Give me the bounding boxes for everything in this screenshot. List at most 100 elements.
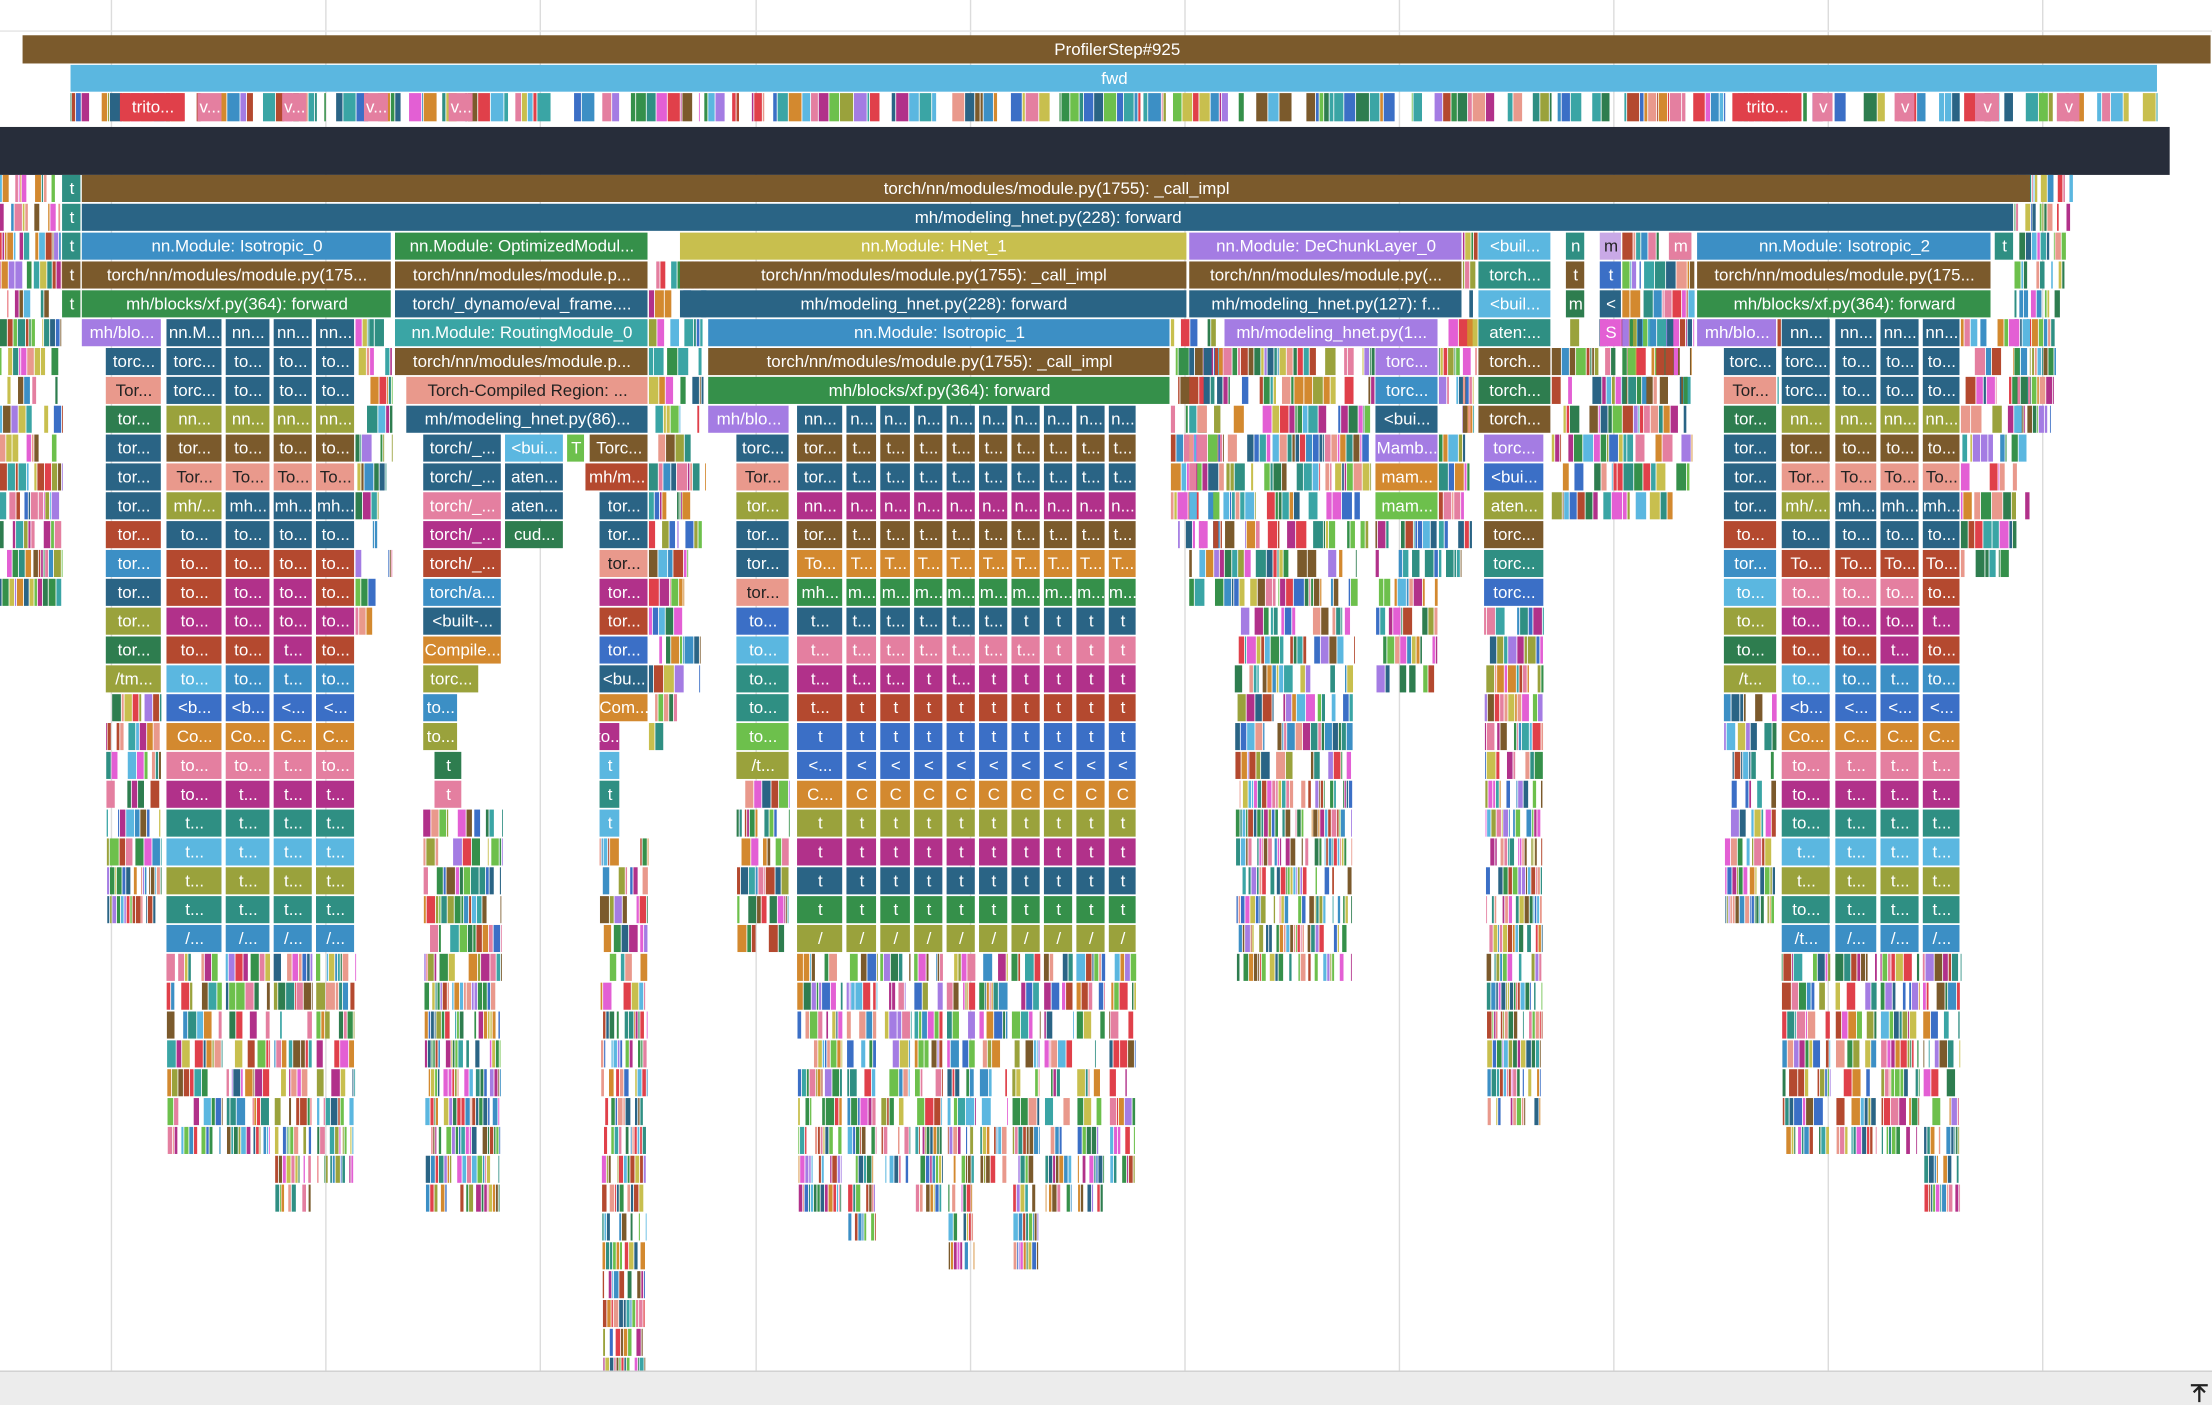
slice-box[interactable] xyxy=(1043,521,1073,549)
slice-box[interactable] xyxy=(946,694,975,722)
slice[interactable]: to... xyxy=(225,751,270,779)
slice-label[interactable]: to... xyxy=(181,583,209,602)
slice-box[interactable] xyxy=(979,867,1008,895)
slice-label[interactable]: t... xyxy=(811,669,830,688)
slice-box[interactable] xyxy=(1108,405,1136,433)
slice-label[interactable]: torch/nn/modules/module.py(175... xyxy=(1714,266,1974,285)
slice-label[interactable]: torc... xyxy=(1785,352,1827,371)
slice-label[interactable]: t xyxy=(1056,669,1061,688)
slice-label[interactable]: t xyxy=(893,698,898,717)
slice-box[interactable] xyxy=(736,492,789,520)
slice-label[interactable]: < xyxy=(1054,756,1064,775)
slice[interactable]: torch/nn/modules/module.p... xyxy=(395,348,648,376)
slice[interactable]: < xyxy=(914,751,943,779)
slice-box[interactable] xyxy=(880,549,910,578)
slice[interactable]: t xyxy=(1076,636,1105,664)
slice[interactable]: t... xyxy=(273,751,312,779)
slice-box[interactable] xyxy=(979,838,1008,866)
slice[interactable]: to... xyxy=(1835,434,1877,462)
slice-box[interactable] xyxy=(1108,896,1136,924)
slice-box[interactable] xyxy=(316,723,355,751)
slice[interactable]: T... xyxy=(946,549,975,578)
slice-box[interactable] xyxy=(1108,694,1136,722)
slice-label[interactable]: to... xyxy=(181,785,209,804)
slice-label[interactable]: t... xyxy=(1932,785,1951,804)
slice-box[interactable] xyxy=(880,838,910,866)
slice[interactable]: t xyxy=(846,838,877,866)
slice-label[interactable]: nn... xyxy=(1790,410,1823,429)
slice[interactable]: To... xyxy=(316,463,355,491)
slice[interactable]: t... xyxy=(1880,780,1919,808)
slice[interactable]: nn... xyxy=(1781,319,1830,347)
slice-box[interactable] xyxy=(1108,867,1136,895)
slice-box[interactable] xyxy=(62,232,81,260)
slice-label[interactable]: m xyxy=(1569,294,1583,313)
slice-label[interactable]: mh... xyxy=(229,496,267,515)
slice[interactable]: m... xyxy=(880,578,910,606)
slice-box[interactable] xyxy=(1599,319,1621,347)
slice[interactable]: C... xyxy=(797,780,843,808)
slice-box[interactable] xyxy=(1697,261,1991,289)
slice-label[interactable]: torc... xyxy=(742,439,784,458)
slice-label[interactable]: torch/_... xyxy=(430,554,496,573)
slice-label[interactable]: to... xyxy=(181,669,209,688)
slice[interactable]: t... xyxy=(1835,751,1877,779)
slice[interactable]: nn... xyxy=(225,405,270,433)
slice[interactable]: m... xyxy=(846,578,877,606)
slice-box[interactable] xyxy=(1189,261,1462,289)
slice-box[interactable] xyxy=(81,319,161,347)
slice-label[interactable]: nn... xyxy=(277,323,310,342)
slice[interactable]: to... xyxy=(1835,578,1877,606)
slice[interactable]: t... xyxy=(1043,521,1073,549)
slice-label[interactable]: aten... xyxy=(511,496,558,515)
slice[interactable]: t xyxy=(914,896,943,924)
slice-box[interactable] xyxy=(81,174,2031,203)
slice[interactable]: C... xyxy=(1835,723,1877,751)
slice-label[interactable]: nn... xyxy=(1925,410,1958,429)
slice-label[interactable]: S xyxy=(1605,323,1616,342)
slice-label[interactable]: t xyxy=(1089,612,1094,631)
slice-label[interactable]: aten... xyxy=(511,467,558,486)
slice-label[interactable]: <bui... xyxy=(511,439,558,458)
slice-label[interactable]: To... xyxy=(1926,467,1958,486)
slice-label[interactable]: T... xyxy=(1080,554,1103,573)
slice-label[interactable]: T... xyxy=(1047,554,1070,573)
slice-box[interactable] xyxy=(1076,896,1105,924)
slice[interactable]: /... xyxy=(273,924,312,953)
slice[interactable]: t... xyxy=(1880,896,1919,924)
slice-box[interactable] xyxy=(273,578,312,606)
slice-box[interactable] xyxy=(1723,434,1777,462)
slice-label[interactable]: to... xyxy=(279,612,307,631)
slice[interactable]: t xyxy=(797,723,843,751)
slice-box[interactable] xyxy=(166,896,222,924)
slice[interactable]: t xyxy=(946,838,975,866)
slice[interactable]: /... xyxy=(225,924,270,953)
slice[interactable]: Tor... xyxy=(1781,463,1830,491)
slice-box[interactable] xyxy=(736,723,789,751)
slice-box[interactable] xyxy=(1835,838,1877,866)
slice-box[interactable] xyxy=(599,607,648,635)
slice-box[interactable] xyxy=(105,521,161,549)
slice-label[interactable]: /... xyxy=(185,929,204,948)
slice[interactable]: t... xyxy=(914,521,943,549)
slice-label[interactable]: to... xyxy=(1737,583,1765,602)
slice-label[interactable]: t xyxy=(1024,612,1029,631)
slice[interactable]: v xyxy=(2056,93,2080,122)
slice-label[interactable]: to... xyxy=(234,669,262,688)
slice[interactable]: mh/blocks/xf.py(364): forward xyxy=(1697,290,1991,318)
slice-box[interactable] xyxy=(946,434,975,462)
slice[interactable]: tor... xyxy=(599,578,648,606)
slice-label[interactable]: nn... xyxy=(232,410,265,429)
slice-label[interactable]: to... xyxy=(234,352,262,371)
slice[interactable]: tor... xyxy=(599,549,648,578)
slice-box[interactable] xyxy=(1108,636,1136,664)
slice-box[interactable] xyxy=(1880,867,1919,895)
slice-label[interactable]: mh/blocks/xf.py(364): forward xyxy=(1734,294,1956,313)
slice-label[interactable]: nn.Module: Isotropic_2 xyxy=(1759,237,1930,256)
slice[interactable]: to... xyxy=(316,607,355,635)
slice-box[interactable] xyxy=(1922,319,1960,347)
slice-box[interactable] xyxy=(1812,93,1833,122)
slice-label[interactable]: t... xyxy=(284,842,303,861)
slice-label[interactable]: t... xyxy=(886,612,905,631)
slice[interactable]: <... xyxy=(316,694,355,722)
